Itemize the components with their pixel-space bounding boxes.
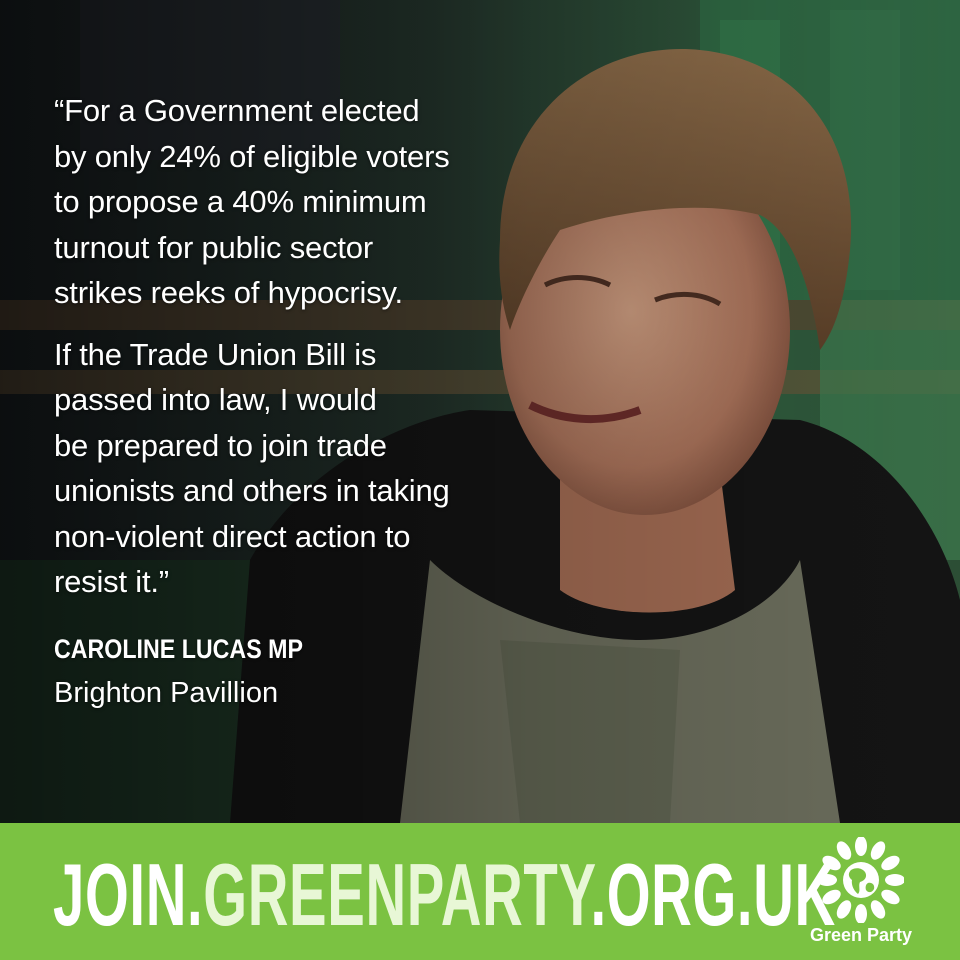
- join-website-link[interactable]: JOIN.GREENPARTY.ORG.UK: [53, 847, 836, 943]
- green-party-sunflower-globe-icon: [818, 837, 904, 923]
- quote-paragraph-2: If the Trade Union Bill is passed into l…: [54, 336, 450, 600]
- speaker-photo: [0, 0, 960, 823]
- speaker-constituency: Brighton Pavillion: [54, 676, 279, 709]
- join-link-suffix: .ORG.UK: [590, 845, 836, 944]
- logo-label: Green Party: [809, 925, 913, 945]
- quote-block: “For a Government elected by only 24% of…: [54, 88, 494, 713]
- speaker-name: CAROLINE LUCAS MP: [54, 633, 303, 664]
- join-link-prefix: JOIN.: [53, 845, 204, 944]
- join-link-domain: GREENPARTY: [203, 845, 591, 944]
- green-party-logo: Green Party: [796, 837, 926, 955]
- quote-paragraph-1: “For a Government elected by only 24% of…: [54, 93, 450, 310]
- footer-bar: JOIN.GREENPARTY.ORG.UK: [0, 823, 960, 960]
